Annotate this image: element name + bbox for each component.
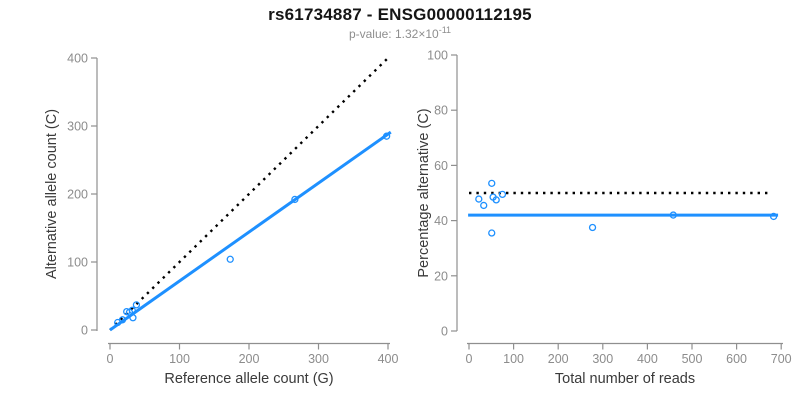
right-data-point (769, 212, 778, 221)
right-plot-ylabel: Percentage alternative (C) (416, 108, 432, 277)
left-data-point (118, 316, 127, 324)
right-y-tick-label: 20 (434, 269, 448, 283)
right-y-tick-label: 60 (434, 159, 448, 173)
right-y-tick-label: 100 (427, 49, 448, 63)
left-y-tick-label: 200 (67, 188, 88, 202)
right-x-tick-label: 500 (682, 352, 703, 366)
left-x-tick-label: 300 (308, 352, 329, 366)
right-x-tick-label: 0 (466, 352, 473, 366)
figure-subtitle: p-value: 1.32×10-11 (0, 25, 800, 41)
right-y-tick-label: 40 (434, 214, 448, 228)
right-data-point (488, 179, 496, 187)
left-y-tick-label: 0 (81, 324, 88, 338)
right-data-point (492, 196, 500, 204)
p-value-label: p-value: (348, 27, 395, 41)
left-plot-ylabel: Alternative allele count (C) (44, 109, 60, 279)
figure-title: rs61734887 - ENSG00000112195 (268, 5, 532, 24)
identity-line (109, 57, 389, 331)
right-x-tick-label: 100 (503, 352, 524, 366)
left-data-point (129, 314, 137, 322)
left-x-tick-label: 200 (239, 352, 260, 366)
left-y-tick-label: 300 (67, 120, 88, 134)
left-data-point (226, 255, 234, 263)
right-plot-xlabel: Total number of reads (555, 371, 695, 387)
right-data-point (488, 229, 496, 237)
left-x-tick-label: 0 (107, 352, 114, 366)
left-data-point (128, 306, 136, 314)
right-data-point (475, 195, 483, 203)
right-y-tick-label: 80 (434, 104, 448, 118)
right-data-point (588, 223, 597, 232)
right-x-tick-label: 700 (771, 352, 792, 366)
p-value-exponent: -11 (438, 25, 452, 35)
right-x-tick-label: 400 (637, 352, 658, 366)
right-data-point (480, 201, 488, 210)
right-x-tick-label: 600 (726, 352, 747, 366)
right-x-tick-label: 200 (548, 352, 569, 366)
right-y-tick-label: 0 (441, 325, 448, 339)
left-plot-xlabel: Reference allele count (G) (164, 371, 333, 387)
left-data-point (132, 301, 141, 309)
right-data-point (669, 211, 677, 219)
right-x-tick-label: 300 (592, 352, 613, 366)
fit-line (109, 130, 392, 332)
left-y-tick-label: 100 (67, 256, 88, 270)
left-data-point (382, 132, 391, 140)
right-data-point (498, 190, 507, 199)
left-data-point (291, 195, 299, 204)
p-value-base: 1.32×10 (394, 27, 439, 41)
left-y-tick-label: 400 (67, 52, 88, 66)
left-x-tick-label: 100 (169, 352, 190, 366)
left-x-tick-label: 400 (378, 352, 399, 366)
